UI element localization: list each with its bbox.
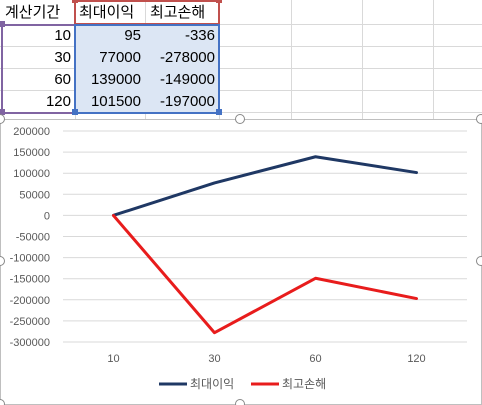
row-gridline: [0, 46, 482, 47]
chart-resize-handle-top-right[interactable]: [476, 114, 482, 124]
y-tick-label: -250000: [10, 316, 50, 328]
cell-max-loss[interactable]: -278000: [159, 49, 215, 66]
y-tick-label: 0: [44, 210, 50, 222]
y-tick-label: -150000: [10, 274, 50, 286]
y-tick-label: -50000: [16, 232, 50, 244]
y-tick-label: -300000: [10, 337, 50, 349]
column-gridline: [433, 0, 434, 119]
cell-period[interactable]: 30: [54, 49, 71, 66]
chart-resize-handle-bottom-middle[interactable]: [235, 399, 245, 405]
cell-max-profit[interactable]: 95: [124, 27, 141, 44]
series-line-2: [112, 214, 418, 335]
series-line-1: [112, 155, 418, 217]
cell-max-profit[interactable]: 77000: [99, 49, 141, 66]
y-tick-label: 200000: [13, 126, 50, 138]
cell-period[interactable]: 10: [54, 27, 71, 44]
cell-max-profit[interactable]: 139000: [90, 71, 141, 88]
column-gridline: [219, 0, 220, 119]
range-handle[interactable]: [72, 0, 78, 3]
header-period[interactable]: 계산기간: [5, 4, 61, 21]
row-gridline: [0, 24, 482, 25]
x-tick-label: 30: [208, 353, 220, 365]
chart-plot-area: 200000 150000 100000 50000 0 -50000 -100000 -15…: [10, 126, 467, 391]
y-tick-label: 100000: [13, 168, 50, 180]
y-tick-label: 50000: [19, 189, 50, 201]
legend-label-2: 최고손해: [282, 377, 326, 391]
header-max-profit[interactable]: 최대이익: [79, 4, 135, 21]
cell-period[interactable]: 120: [45, 93, 71, 110]
chart-resize-handle-middle-right[interactable]: [476, 256, 482, 266]
cell-max-profit[interactable]: 101500: [90, 93, 141, 110]
range-handle[interactable]: [0, 21, 5, 27]
header-max-loss[interactable]: 최고손해: [150, 4, 206, 21]
range-handle[interactable]: [216, 0, 222, 3]
cell-max-loss[interactable]: -197000: [159, 93, 215, 110]
range-handle[interactable]: [216, 109, 222, 115]
legend-label-1: 최대이익: [190, 377, 234, 391]
range-handle[interactable]: [72, 109, 78, 115]
y-tick-label: -200000: [10, 295, 50, 307]
cell-max-loss[interactable]: -336: [184, 27, 215, 44]
cell-max-loss[interactable]: -149000: [159, 71, 215, 88]
y-tick-label: -100000: [10, 253, 50, 265]
cell-period[interactable]: 60: [54, 71, 71, 88]
x-tick-label: 10: [107, 353, 119, 365]
line-chart[interactable]: 200000 150000 100000 50000 0 -50000 -100000 -15…: [0, 119, 482, 405]
row-gridline: [0, 90, 482, 91]
row-gridline: [0, 112, 482, 113]
profit-range-fill: [76, 25, 219, 112]
chart-resize-handle-top-middle[interactable]: [235, 114, 245, 124]
column-gridline: [291, 0, 292, 119]
row-gridline: [0, 68, 482, 69]
range-handle[interactable]: [0, 109, 5, 115]
y-tick-label: 150000: [13, 147, 50, 159]
x-tick-label: 60: [309, 353, 321, 365]
x-tick-label: 120: [407, 353, 425, 365]
column-gridline: [362, 0, 363, 119]
chart-resize-handle-bottom-left[interactable]: [0, 399, 5, 405]
